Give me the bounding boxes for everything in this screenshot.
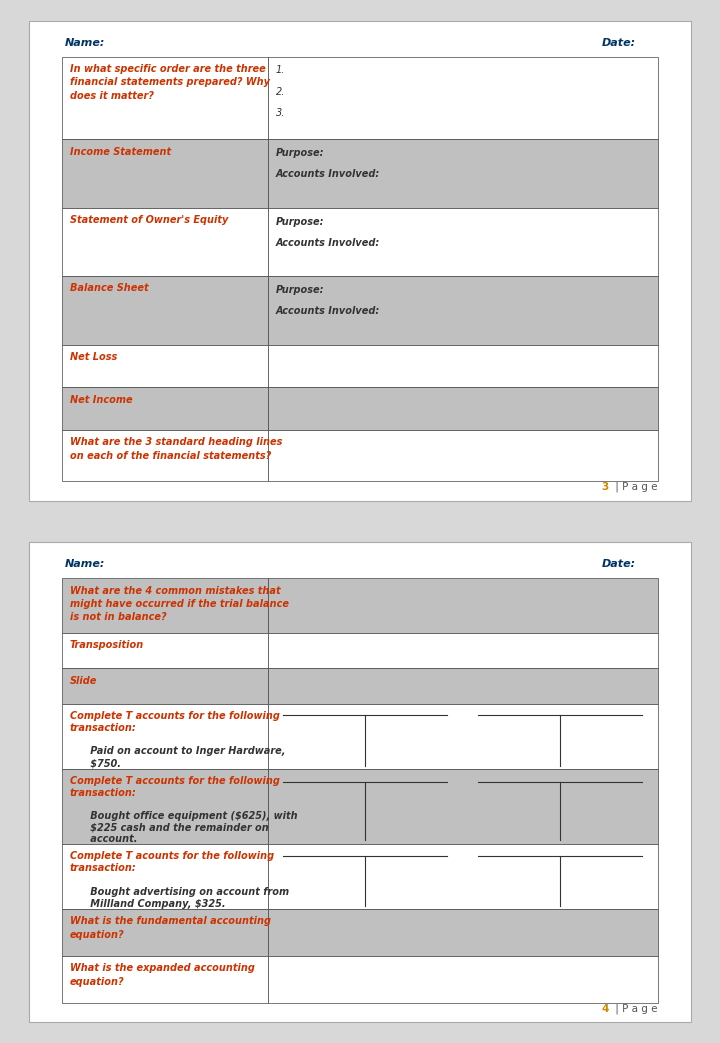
Text: | P a g e: | P a g e (612, 482, 657, 492)
Text: Accounts Involved:: Accounts Involved: (276, 238, 379, 247)
Text: Purpose:: Purpose: (276, 148, 324, 159)
Text: Complete T accounts for the following: Complete T accounts for the following (70, 711, 280, 721)
Text: 1.: 1. (276, 66, 285, 75)
Text: In what specific order are the three: In what specific order are the three (70, 64, 266, 74)
FancyBboxPatch shape (62, 844, 268, 909)
FancyBboxPatch shape (268, 56, 658, 140)
FancyBboxPatch shape (62, 430, 268, 482)
FancyBboxPatch shape (268, 844, 658, 909)
FancyBboxPatch shape (62, 578, 268, 633)
Text: 3: 3 (602, 482, 609, 492)
Text: Date:: Date: (602, 559, 636, 569)
Text: Transposition: Transposition (70, 640, 144, 650)
Text: Purpose:: Purpose: (276, 285, 324, 295)
Text: Name:: Name: (66, 559, 106, 569)
Text: What is the expanded accounting: What is the expanded accounting (70, 964, 255, 973)
Text: Accounts Involved:: Accounts Involved: (276, 306, 379, 316)
FancyBboxPatch shape (62, 56, 268, 140)
Text: might have occurred if the trial balance: might have occurred if the trial balance (70, 599, 289, 609)
FancyBboxPatch shape (268, 704, 658, 769)
Text: Complete T acounts for the following: Complete T acounts for the following (70, 851, 274, 862)
Text: $750.: $750. (70, 758, 121, 769)
Text: transaction:: transaction: (70, 787, 137, 798)
Text: Date:: Date: (602, 38, 636, 48)
FancyBboxPatch shape (62, 140, 268, 208)
Text: equation?: equation? (70, 976, 125, 987)
Text: | P a g e: | P a g e (612, 1003, 657, 1014)
Text: transaction:: transaction: (70, 864, 137, 873)
Text: Name:: Name: (66, 38, 106, 48)
Text: Complete T accounts for the following: Complete T accounts for the following (70, 776, 280, 786)
Text: What are the 4 common mistakes that: What are the 4 common mistakes that (70, 585, 281, 596)
FancyBboxPatch shape (268, 578, 658, 633)
FancyBboxPatch shape (268, 956, 658, 1003)
Text: Millland Company, $325.: Millland Company, $325. (70, 899, 225, 908)
Text: Paid on account to Inger Hardware,: Paid on account to Inger Hardware, (70, 747, 285, 756)
FancyBboxPatch shape (62, 704, 268, 769)
Text: Net Loss: Net Loss (70, 351, 117, 362)
Text: Balance Sheet: Balance Sheet (70, 284, 148, 293)
FancyBboxPatch shape (62, 633, 268, 669)
Text: Bought office equipment ($625), with: Bought office equipment ($625), with (70, 810, 297, 821)
FancyBboxPatch shape (268, 633, 658, 669)
Text: transaction:: transaction: (70, 723, 137, 733)
Text: Net Income: Net Income (70, 394, 132, 405)
Text: What are the 3 standard heading lines: What are the 3 standard heading lines (70, 437, 282, 447)
Text: 4: 4 (602, 1003, 609, 1014)
Text: $225 cash and the remainder on: $225 cash and the remainder on (70, 823, 269, 832)
Text: 3.: 3. (276, 107, 285, 118)
Text: account.: account. (70, 834, 138, 844)
Text: does it matter?: does it matter? (70, 91, 154, 101)
Text: 2.: 2. (276, 87, 285, 97)
Text: is not in balance?: is not in balance? (70, 612, 166, 623)
FancyBboxPatch shape (62, 276, 268, 344)
FancyBboxPatch shape (62, 387, 268, 430)
FancyBboxPatch shape (62, 956, 268, 1003)
Text: Bought advertising on account from: Bought advertising on account from (70, 887, 289, 897)
FancyBboxPatch shape (62, 344, 268, 387)
FancyBboxPatch shape (29, 21, 691, 501)
FancyBboxPatch shape (62, 909, 268, 956)
FancyBboxPatch shape (268, 140, 658, 208)
FancyBboxPatch shape (62, 669, 268, 704)
FancyBboxPatch shape (268, 344, 658, 387)
FancyBboxPatch shape (268, 669, 658, 704)
Text: Accounts Involved:: Accounts Involved: (276, 169, 379, 179)
Text: Income Statement: Income Statement (70, 147, 171, 156)
FancyBboxPatch shape (62, 208, 268, 276)
Text: Slide: Slide (70, 676, 97, 685)
FancyBboxPatch shape (62, 769, 268, 844)
Text: Statement of Owner's Equity: Statement of Owner's Equity (70, 215, 228, 225)
FancyBboxPatch shape (268, 769, 658, 844)
Text: on each of the financial statements?: on each of the financial statements? (70, 451, 271, 461)
FancyBboxPatch shape (268, 430, 658, 482)
FancyBboxPatch shape (268, 387, 658, 430)
FancyBboxPatch shape (29, 542, 691, 1022)
FancyBboxPatch shape (268, 276, 658, 344)
Text: equation?: equation? (70, 930, 125, 940)
Text: Purpose:: Purpose: (276, 217, 324, 226)
FancyBboxPatch shape (268, 208, 658, 276)
Text: What is the fundamental accounting: What is the fundamental accounting (70, 917, 271, 926)
FancyBboxPatch shape (268, 909, 658, 956)
Text: financial statements prepared? Why: financial statements prepared? Why (70, 77, 270, 88)
